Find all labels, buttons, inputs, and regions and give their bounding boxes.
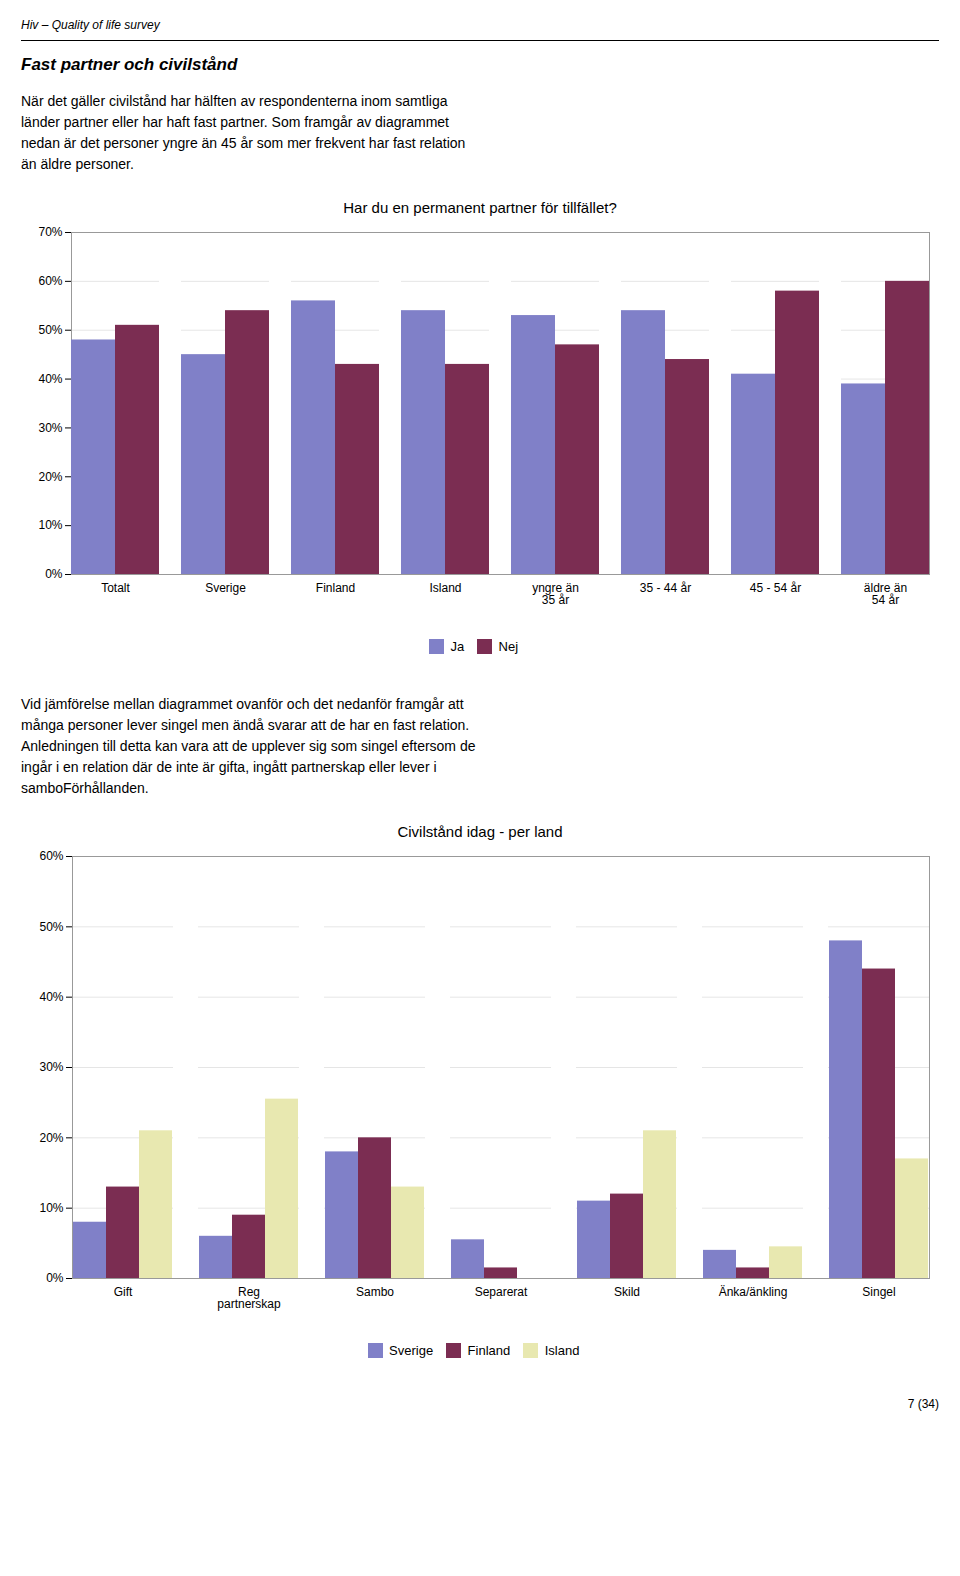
html-text:Nej: Nej: [498, 639, 519, 654]
html-text:ingår i en relation där de int: ingår i en relation där de inte är gifta…: [21, 758, 437, 775]
svg-text:yngre än35 år: yngre än35 år: [532, 581, 579, 607]
html-text:Har du en permanent partner fö: Har du en permanent partner för tillfäll…: [343, 199, 617, 216]
html-text:Finland: Finland: [467, 1342, 511, 1358]
svg-text:Separerat: Separerat: [475, 1285, 528, 1299]
svg-text:Singel: Singel: [862, 1285, 895, 1299]
svg-text:70%: 70%: [38, 225, 62, 239]
html-text:Civilstånd idag - per land: Civilstånd idag - per land: [397, 822, 563, 840]
svg-text:30%: 30%: [39, 1060, 63, 1074]
svg-text:10%: 10%: [38, 518, 62, 532]
svg-text:äldre än54 år: äldre än54 år: [864, 581, 907, 607]
svg-text:40%: 40%: [39, 990, 63, 1004]
svg-text:50%: 50%: [38, 323, 62, 337]
html-text:Ja: Ja: [450, 639, 465, 654]
svg-text:45 - 54 år: 45 - 54 år: [750, 581, 801, 595]
html-text:Fast partner och civilstånd: Fast partner och civilstånd: [21, 55, 238, 74]
html-text:många personer lever singel me: många personer lever singel men ändå sva…: [21, 716, 470, 733]
html-text:nedan är det personer yngre än: nedan är det personer yngre än 45 år som…: [21, 135, 466, 151]
svg-text:20%: 20%: [39, 1130, 63, 1144]
html-text:Sverige: Sverige: [389, 1342, 434, 1358]
svg-text:35 - 44 år: 35 - 44 år: [640, 581, 691, 595]
html-text:än äldre personer.: än äldre personer.: [21, 156, 134, 172]
svg-text:Gift: Gift: [114, 1285, 133, 1299]
svg-text:60%: 60%: [39, 849, 63, 863]
svg-text:Totalt: Totalt: [101, 581, 130, 595]
svg-text:50%: 50%: [39, 919, 63, 933]
svg-text:Island: Island: [429, 581, 461, 595]
svg-text:30%: 30%: [38, 421, 62, 435]
svg-text:10%: 10%: [39, 1201, 63, 1215]
svg-text:0%: 0%: [45, 567, 63, 581]
svg-text:20%: 20%: [38, 470, 62, 484]
svg-text:Sverige: Sverige: [205, 581, 246, 595]
svg-text:40%: 40%: [38, 372, 62, 386]
html-text:7 (34): 7 (34): [907, 1397, 939, 1411]
html-text:Island: Island: [544, 1342, 580, 1358]
html-text:länder partner eller har haft: länder partner eller har haft fast partn…: [21, 114, 449, 130]
svg-text:0%: 0%: [46, 1271, 64, 1285]
svg-text:Änka/änkling: Änka/änkling: [719, 1285, 788, 1299]
html-text:Anledningen till detta kan var: Anledningen till detta kan vara att de u…: [21, 737, 476, 754]
svg-text:Sambo: Sambo: [356, 1285, 394, 1299]
html-text:Vid jämförelse mellan diagramm: Vid jämförelse mellan diagrammet ovanför…: [21, 695, 464, 712]
html-text:När det gäller civilstånd har: När det gäller civilstånd har hälften av…: [21, 93, 448, 109]
svg-text:60%: 60%: [38, 274, 62, 288]
svg-text:Regpartnerskap: Regpartnerskap: [217, 1285, 281, 1311]
svg-text:Skild: Skild: [614, 1285, 640, 1299]
svg-text:Finland: Finland: [316, 581, 355, 595]
html-text:Hiv – Quality of life survey: Hiv – Quality of life survey: [21, 18, 160, 32]
html-text:samboFörhållanden.: samboFörhållanden.: [21, 779, 149, 796]
